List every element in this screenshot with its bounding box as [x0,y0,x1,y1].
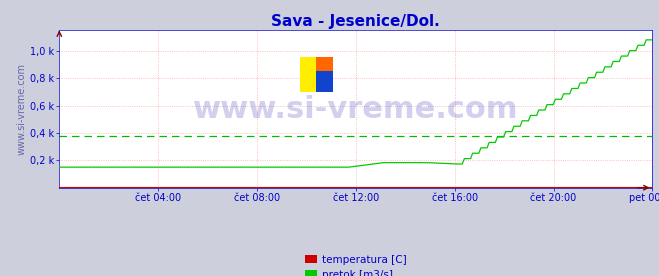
FancyBboxPatch shape [316,57,333,71]
Legend: temperatura [C], pretok [m3/s]: temperatura [C], pretok [m3/s] [304,255,407,276]
Title: Sava - Jesenice/Dol.: Sava - Jesenice/Dol. [272,14,440,29]
Text: www.si-vreme.com: www.si-vreme.com [193,94,519,124]
FancyBboxPatch shape [316,71,333,92]
Y-axis label: www.si-vreme.com: www.si-vreme.com [16,63,27,155]
FancyBboxPatch shape [300,57,316,92]
